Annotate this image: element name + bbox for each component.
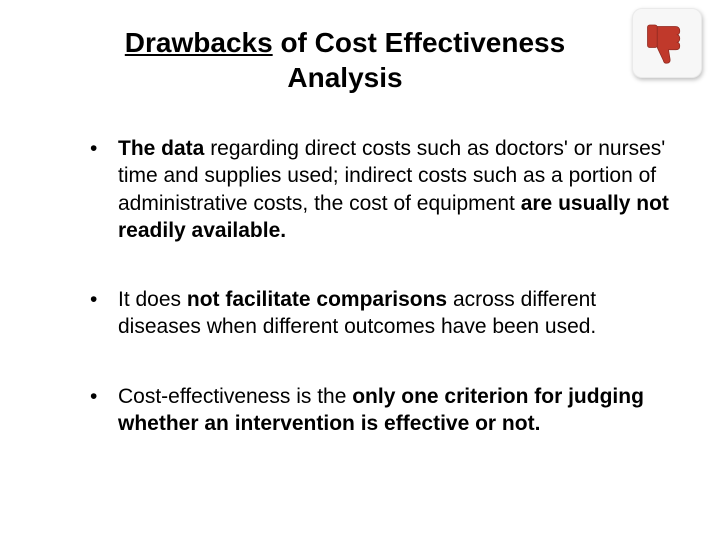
title-rest: of Cost Effectiveness Analysis bbox=[273, 27, 566, 93]
bullet-text-bold: The data bbox=[118, 137, 204, 160]
bullet-list: The data regarding direct costs such as … bbox=[50, 135, 670, 437]
bullet-text: It does bbox=[118, 288, 187, 311]
slide-container: Drawbacks of Cost Effectiveness Analysis… bbox=[0, 0, 720, 540]
bullet-item: It does not facilitate comparisons acros… bbox=[90, 286, 670, 341]
bullet-text-bold: not facilitate comparisons bbox=[187, 288, 447, 311]
slide-title: Drawbacks of Cost Effectiveness Analysis bbox=[50, 25, 670, 95]
bullet-item: Cost-effectiveness is the only one crite… bbox=[90, 383, 670, 438]
title-underlined-word: Drawbacks bbox=[125, 27, 273, 58]
thumbs-down-icon bbox=[632, 8, 702, 78]
bullet-text: Cost-effectiveness is the bbox=[118, 385, 352, 408]
bullet-item: The data regarding direct costs such as … bbox=[90, 135, 670, 244]
